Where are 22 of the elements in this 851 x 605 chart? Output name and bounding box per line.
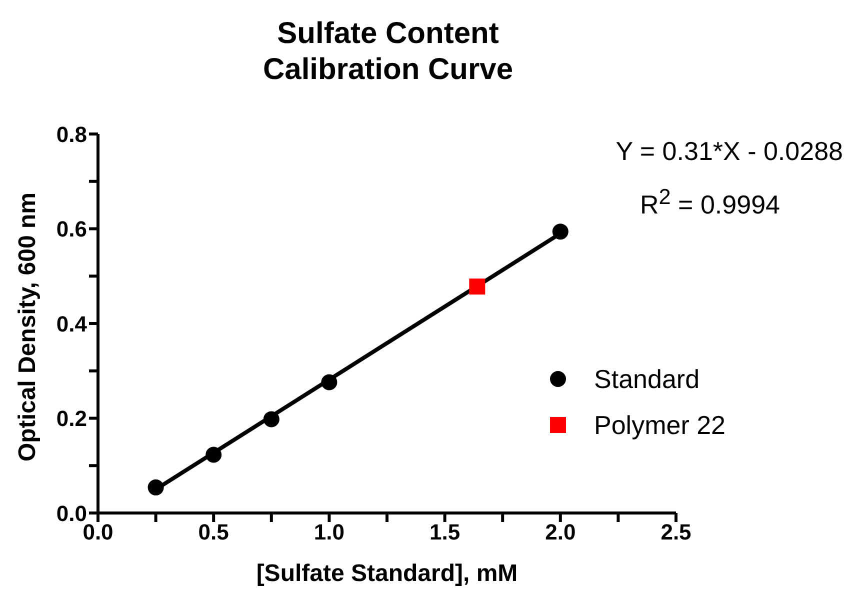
point (263, 411, 280, 428)
legend-label: Polymer 22 (594, 410, 726, 440)
x-tick-label: 1.5 (430, 520, 460, 545)
y-tick-label: 0.6 (56, 216, 87, 242)
x-tick-label: 2.5 (660, 520, 692, 545)
annotation: R$^{2}$ = 0.9994 (640, 184, 780, 221)
point (206, 446, 222, 463)
x-tick-label: 2.0 (545, 520, 576, 545)
x-tick-label: 0.5 (198, 520, 229, 545)
point (469, 278, 486, 295)
legend-label: Standard (594, 364, 700, 394)
x-axis-title: [Sulfate Standard], mM (255, 560, 519, 588)
x-tick-label: 1.0 (314, 520, 344, 545)
point (148, 479, 164, 496)
annotation: Y = 0.31*X - 0.0288 (616, 136, 843, 167)
y-tick-label: 0.8 (56, 122, 87, 147)
y-tick-label: 0.2 (56, 406, 87, 432)
point (321, 374, 338, 390)
point (552, 224, 568, 240)
y-tick-label: 0.4 (56, 311, 88, 336)
chart-title: Sulfate Content Calibration Curve (262, 16, 514, 88)
y-axis-title: Optical Density, 600 nm (14, 192, 42, 464)
